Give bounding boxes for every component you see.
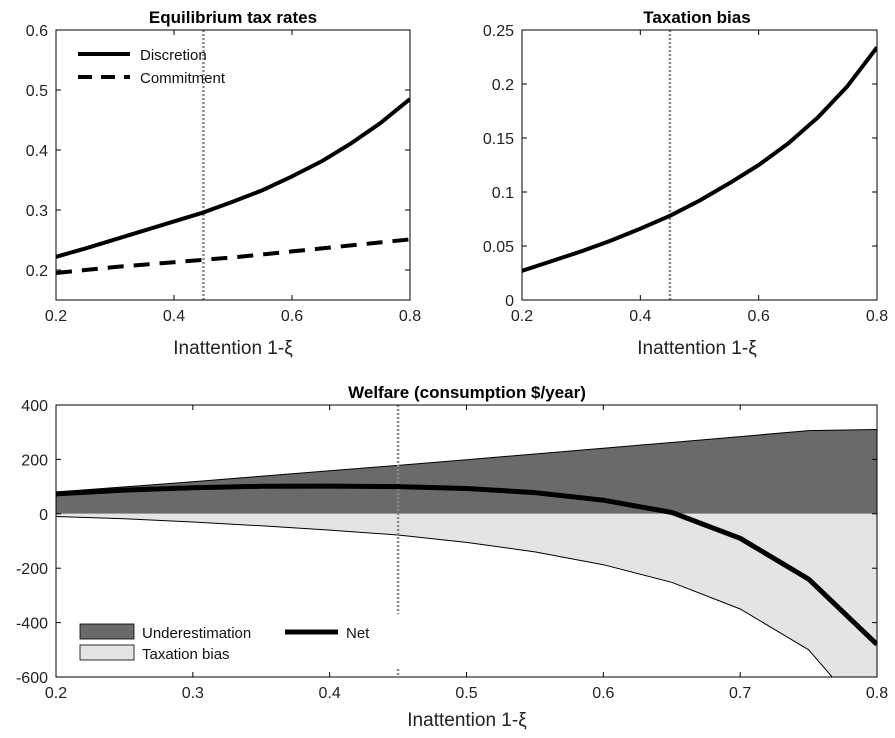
- area-taxation-bias: [56, 513, 877, 677]
- x-tick-label: 0.8: [866, 308, 888, 325]
- y-tick-label: 0.2: [492, 77, 514, 94]
- series-line-0: [522, 46, 877, 273]
- x-tick-label: 0.3: [182, 685, 204, 702]
- series-line-commitment: [56, 237, 410, 275]
- x-axis-label: Inattention 1-ξ: [407, 710, 527, 731]
- x-tick-label: 0.4: [319, 685, 341, 702]
- legend-label-commitment: Commitment: [140, 70, 226, 87]
- legend-swatch-taxation-bias: [79, 644, 135, 661]
- y-tick-label: 0.1: [492, 185, 514, 202]
- legend: Underestimation Taxation bias Net: [69, 614, 409, 668]
- series-line-discretion: [56, 97, 410, 259]
- area-edge-taxation-bias: [56, 516, 833, 677]
- series-line-net: [56, 483, 877, 647]
- y-tick-label: -200: [16, 561, 48, 578]
- x-tick-label: 0.4: [629, 308, 651, 325]
- y-tick-label: 0.3: [26, 203, 48, 220]
- y-tick-label: 0.25: [483, 23, 514, 40]
- x-tick-label: 0.2: [511, 308, 533, 325]
- x-tick-label: 0.8: [399, 308, 421, 325]
- x-tick-label: 0.2: [45, 685, 67, 702]
- area-edge-underestimation: [56, 429, 877, 493]
- chart-title: Equilibrium tax rates: [149, 8, 317, 27]
- panel-equilibrium-tax-rates: Equilibrium tax rates Inattention 1-ξ 0.…: [26, 8, 421, 359]
- legend: Discretion Commitment: [78, 47, 226, 87]
- legend-swatch-underestimation: [79, 623, 135, 640]
- y-tick-label: -400: [16, 616, 48, 633]
- x-tick-label: 0.5: [455, 685, 477, 702]
- y-tick-label: 0.5: [26, 83, 48, 100]
- plot-frame: [521, 29, 878, 301]
- y-tick-label: 400: [21, 398, 48, 415]
- x-tick-label: 0.6: [281, 308, 303, 325]
- legend-label-discretion: Discretion: [140, 47, 207, 64]
- chart-title: Taxation bias: [643, 8, 750, 27]
- y-tick-label: 0: [39, 507, 48, 524]
- panel-taxation-bias: Taxation bias Inattention 1-ξ 0.2 0.4 0.6 0…: [483, 8, 888, 359]
- legend-label-underestimation: Underestimation: [142, 625, 251, 642]
- x-tick-label: 0.7: [729, 685, 751, 702]
- y-tick-label: 0.4: [26, 143, 48, 160]
- x-tick-label: 0.8: [866, 685, 888, 702]
- legend-label-taxation-bias: Taxation bias: [142, 646, 230, 663]
- legend-label-net: Net: [346, 625, 370, 642]
- x-tick-label: 0.6: [592, 685, 614, 702]
- x-tick-label: 0.2: [45, 308, 67, 325]
- plot-frame: [55, 29, 411, 301]
- panel-welfare: Welfare (consumption $/year) Inattention…: [16, 383, 888, 731]
- x-axis-label: Inattention 1-ξ: [173, 338, 293, 359]
- chart-title: Welfare (consumption $/year): [348, 383, 586, 402]
- y-tick-label: -600: [16, 670, 48, 687]
- y-tick-label: 200: [21, 452, 48, 469]
- y-tick-label: 0.6: [26, 23, 48, 40]
- y-tick-label: 0.05: [483, 239, 514, 256]
- x-axis-label: Inattention 1-ξ: [637, 338, 757, 359]
- y-tick-label: 0: [505, 293, 514, 310]
- x-tick-label: 0.6: [748, 308, 770, 325]
- y-tick-label: 0.2: [26, 263, 48, 280]
- area-underestimation: [56, 429, 877, 514]
- y-tick-label: 0.15: [483, 131, 514, 148]
- x-tick-label: 0.4: [163, 308, 185, 325]
